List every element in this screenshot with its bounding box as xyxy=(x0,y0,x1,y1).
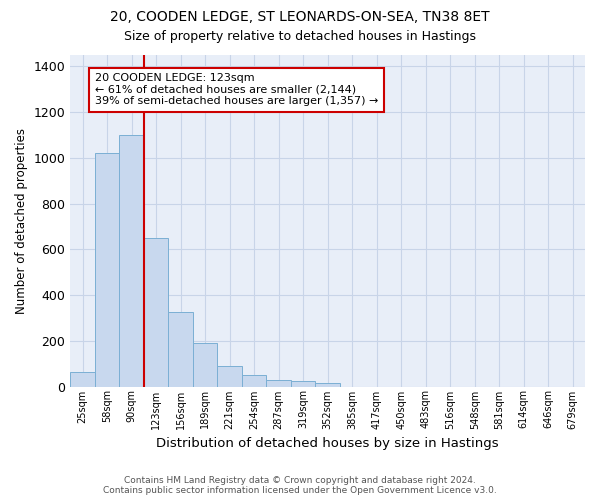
Bar xyxy=(242,375,266,386)
Bar xyxy=(193,343,217,386)
Bar xyxy=(95,154,119,386)
Bar xyxy=(217,366,242,386)
Y-axis label: Number of detached properties: Number of detached properties xyxy=(15,128,28,314)
Bar xyxy=(316,383,340,386)
Bar xyxy=(169,312,193,386)
Bar xyxy=(291,381,316,386)
Text: Contains HM Land Registry data © Crown copyright and database right 2024.
Contai: Contains HM Land Registry data © Crown c… xyxy=(103,476,497,495)
Text: 20 COODEN LEDGE: 123sqm
← 61% of detached houses are smaller (2,144)
39% of semi: 20 COODEN LEDGE: 123sqm ← 61% of detache… xyxy=(95,74,378,106)
Text: Size of property relative to detached houses in Hastings: Size of property relative to detached ho… xyxy=(124,30,476,43)
Bar xyxy=(119,135,144,386)
X-axis label: Distribution of detached houses by size in Hastings: Distribution of detached houses by size … xyxy=(157,437,499,450)
Bar xyxy=(266,380,291,386)
Bar xyxy=(144,238,169,386)
Text: 20, COODEN LEDGE, ST LEONARDS-ON-SEA, TN38 8ET: 20, COODEN LEDGE, ST LEONARDS-ON-SEA, TN… xyxy=(110,10,490,24)
Bar xyxy=(70,372,95,386)
